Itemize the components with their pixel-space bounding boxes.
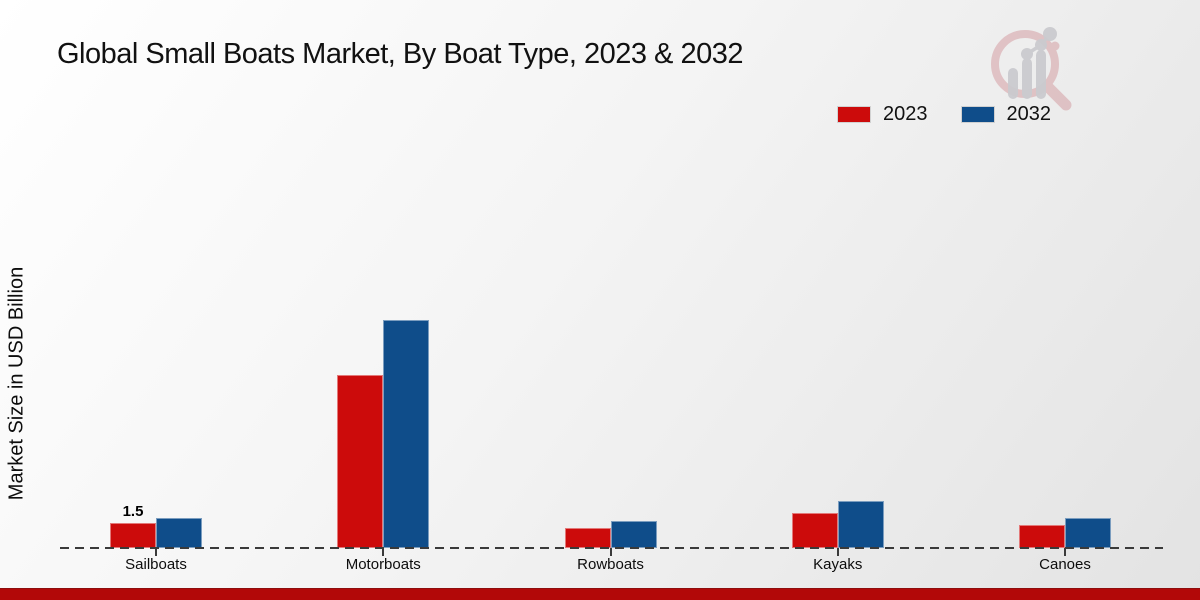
- bar-2023-motorboats: [337, 375, 384, 548]
- x-tick: [1064, 548, 1066, 556]
- legend-label-2023: 2023: [883, 103, 928, 125]
- bar-2023-canoes: [1019, 525, 1065, 548]
- x-tick: [609, 548, 612, 556]
- chart-legend: 2023 2032: [838, 103, 1051, 126]
- bar-2023-sailboats: [110, 523, 156, 548]
- bar-value-label: 1.5: [122, 503, 144, 520]
- legend-label-2032: 2032: [1006, 103, 1052, 125]
- trend-bars-icon: [1008, 27, 1057, 99]
- legend-swatch-2023: [838, 107, 870, 122]
- legend-item-2032: 2032: [961, 103, 1052, 126]
- x-tick: [382, 548, 385, 556]
- bar-2032-canoes: [1065, 518, 1111, 548]
- category-label-canoes: Canoes: [1039, 556, 1091, 573]
- bar-2032-motorboats: [383, 320, 430, 548]
- category-label-kayaks: Kayaks: [813, 556, 863, 573]
- bar-2023-kayaks: [791, 513, 838, 548]
- legend-item-2023: 2023: [838, 103, 928, 126]
- category-label-motorboats: Motorboats: [345, 556, 421, 573]
- bar-2032-kayaks: [837, 501, 884, 548]
- bar-2032-rowboats: [610, 521, 657, 548]
- category-label-sailboats: Sailboats: [125, 556, 187, 573]
- page-title: Global Small Boats Market, By Boat Type,…: [57, 38, 743, 70]
- x-tick: [155, 548, 157, 556]
- bar-2032-sailboats: [156, 518, 202, 548]
- footer-accent-strip: [0, 588, 1200, 600]
- magnifier-bar-chart-logo: [991, 27, 1072, 111]
- x-tick: [836, 548, 839, 556]
- x-axis-dashed-baseline: [60, 547, 1163, 549]
- category-label-rowboats: Rowboats: [577, 556, 644, 573]
- legend-swatch-2032: [961, 107, 994, 122]
- bar-2023-rowboats: [564, 528, 611, 548]
